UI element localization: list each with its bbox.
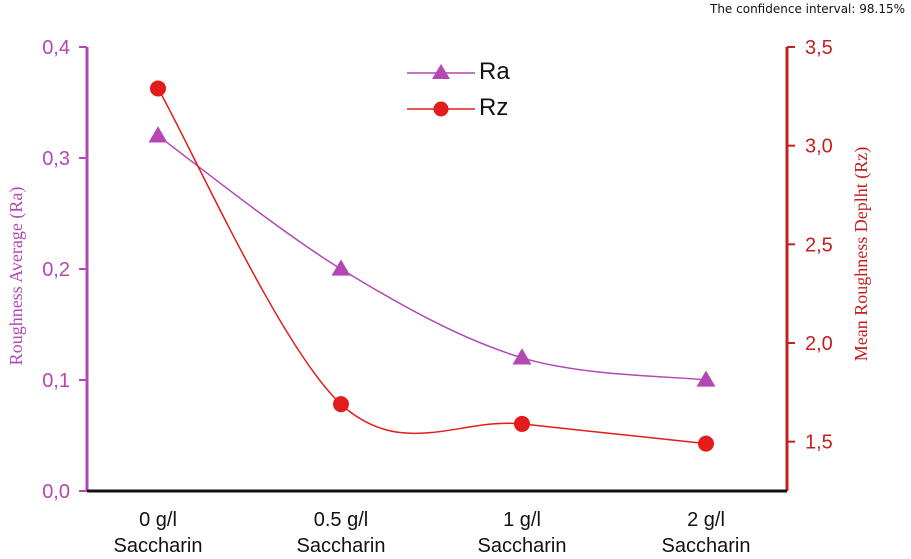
left-y-tick-label: 0,3 — [42, 148, 70, 170]
left-y-tick-label: 0,4 — [42, 37, 70, 59]
right-y-tick-label: 1,5 — [805, 432, 833, 454]
legend-label-rz: Rz — [479, 94, 509, 121]
ra-point — [512, 348, 532, 365]
series-rz — [150, 80, 714, 452]
ra-point — [148, 126, 168, 143]
legend: Ra Rz — [405, 58, 525, 130]
x-tick-label: 0.5 g/l Saccharin — [297, 509, 386, 557]
right-y-tick-label: 2,0 — [805, 333, 833, 355]
right-y-tick-label: 3,5 — [805, 37, 833, 59]
x-tick-label: 0 g/l Saccharin — [114, 509, 203, 557]
legend-item-ra: Ra — [405, 58, 525, 86]
right-y-tick-label: 3,0 — [805, 136, 833, 158]
ra-point — [696, 370, 716, 387]
right-y-tick-labels: 1,5 2,0 2,5 3,0 3,5 — [787, 37, 833, 454]
x-tick-label: 2 g/l Saccharin — [662, 509, 751, 557]
confidence-interval-note: The confidence interval: 98.15% — [710, 2, 905, 16]
left-y-tick-label: 0,0 — [42, 481, 70, 503]
rz-point — [698, 435, 714, 452]
legend-marker-rz — [407, 101, 475, 117]
left-y-axis-title: Roughness Average (Ra) — [6, 187, 27, 366]
left-y-tick-label: 0,2 — [42, 259, 70, 281]
right-y-tick-label: 2,5 — [805, 234, 833, 256]
legend-item-rz: Rz — [405, 94, 525, 122]
rz-point — [150, 80, 166, 97]
series-ra-line — [157, 135, 707, 381]
left-y-tick-label: 0,1 — [42, 370, 70, 392]
rz-point — [333, 396, 349, 413]
legend-marker-ra — [407, 64, 475, 79]
x-tick-labels: 0 g/l Saccharin 0.5 g/l Saccharin 1 g/l Sacch… — [114, 509, 751, 557]
x-tick-label: 1 g/l Saccharin — [478, 509, 567, 557]
series-rz-line — [157, 88, 707, 445]
rz-point — [514, 415, 530, 432]
ra-point — [331, 259, 351, 276]
right-y-axis-title: Mean Roughness Deplht (Rz) — [851, 147, 872, 361]
left-y-tick-labels: 0,0 0,1 0,2 0,3 0,4 — [42, 37, 87, 503]
legend-label-ra: Ra — [479, 58, 510, 85]
series-ra — [148, 126, 716, 387]
